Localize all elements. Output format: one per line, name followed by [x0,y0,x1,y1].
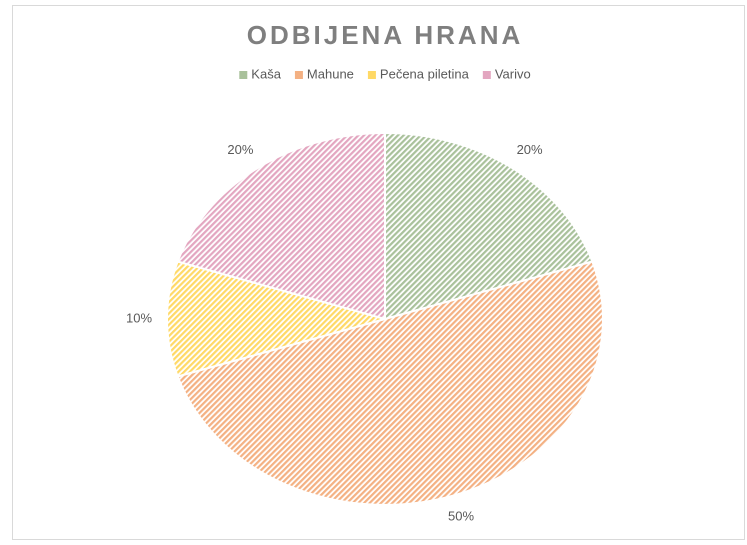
legend-label: Varivo [495,66,531,81]
legend-label: Pečena piletina [380,66,470,81]
pie-slice [176,260,604,506]
legend-swatch [367,71,376,79]
legend-swatch [294,71,303,79]
legend-swatch [239,71,248,79]
pie-slice [384,131,594,321]
pie-slice [166,260,389,378]
legend-label: Kaša [251,66,281,81]
data-label: 10% [126,310,152,325]
chart-title: ODBIJENA HRANA [247,20,524,50]
legend: Kaša Mahune Pečena piletina Varivo [239,66,531,81]
data-label: 50% [448,508,474,523]
legend-label: Mahune [307,66,354,81]
legend-swatch [482,71,491,79]
data-label: 20% [227,142,253,157]
data-label: 20% [517,142,543,157]
pie-slice [176,131,386,321]
